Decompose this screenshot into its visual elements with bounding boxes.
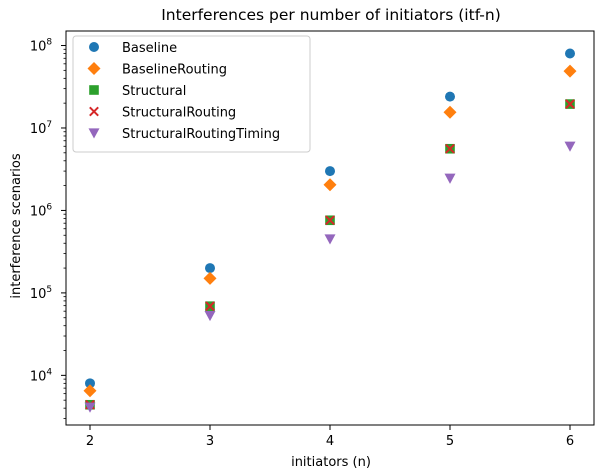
- x-tick-label: 2: [86, 434, 94, 449]
- x-tick-label: 4: [326, 434, 334, 449]
- y-tick-exponent: 4: [46, 367, 52, 377]
- data-point: [564, 141, 576, 152]
- y-tick-exponent: 5: [46, 285, 52, 295]
- x-tick-label: 5: [446, 434, 454, 449]
- legend-marker: [88, 128, 100, 139]
- series-Baseline: [85, 48, 575, 389]
- series-StructuralRoutingTiming: [84, 141, 576, 413]
- data-point: [565, 99, 575, 109]
- x-axis-label: initiators (n): [291, 455, 371, 470]
- y-tick-exponent: 8: [46, 38, 52, 48]
- data-point: [85, 378, 95, 389]
- chart-title: Interferences per number of initiators (…: [161, 6, 501, 24]
- data-point: [565, 48, 575, 59]
- data-point: [205, 263, 215, 274]
- legend-label: Baseline: [122, 41, 177, 56]
- data-point: [325, 166, 335, 177]
- legend-label: Structural: [122, 84, 186, 99]
- legend-marker: [89, 106, 99, 117]
- data-point: [444, 173, 456, 184]
- data-point: [205, 301, 215, 312]
- y-axis-label: interference scenarios: [9, 153, 24, 298]
- data-point: [325, 215, 335, 226]
- y-tick-exponent: 6: [46, 202, 52, 212]
- y-tick-exponent: 7: [46, 120, 52, 130]
- legend-box: [72, 35, 311, 153]
- legend-marker: [89, 85, 99, 95]
- data-point: [84, 402, 96, 413]
- x-tick-label: 6: [566, 434, 574, 449]
- data-point: [203, 271, 217, 285]
- data-point: [445, 143, 455, 154]
- legend-label: StructuralRoutingTiming: [122, 127, 280, 142]
- legend-label: BaselineRouting: [122, 63, 227, 78]
- x-tick-label: 3: [206, 434, 214, 449]
- data-point: [323, 178, 337, 192]
- data-point: [443, 105, 457, 119]
- legend-marker: [89, 42, 99, 52]
- legend-label: StructuralRouting: [122, 106, 236, 121]
- data-point: [445, 91, 455, 102]
- x-axis: 2 3 4 5 6: [86, 425, 574, 449]
- data-point: [204, 310, 216, 322]
- data-point: [324, 234, 336, 245]
- data-point: [563, 64, 577, 78]
- legend: Baseline BaselineRouting Structural Structu…: [72, 35, 311, 153]
- legend-marker: [87, 62, 101, 75]
- data-series: [83, 48, 577, 413]
- series-BaselineRouting: [83, 64, 577, 398]
- data-point: [83, 384, 97, 398]
